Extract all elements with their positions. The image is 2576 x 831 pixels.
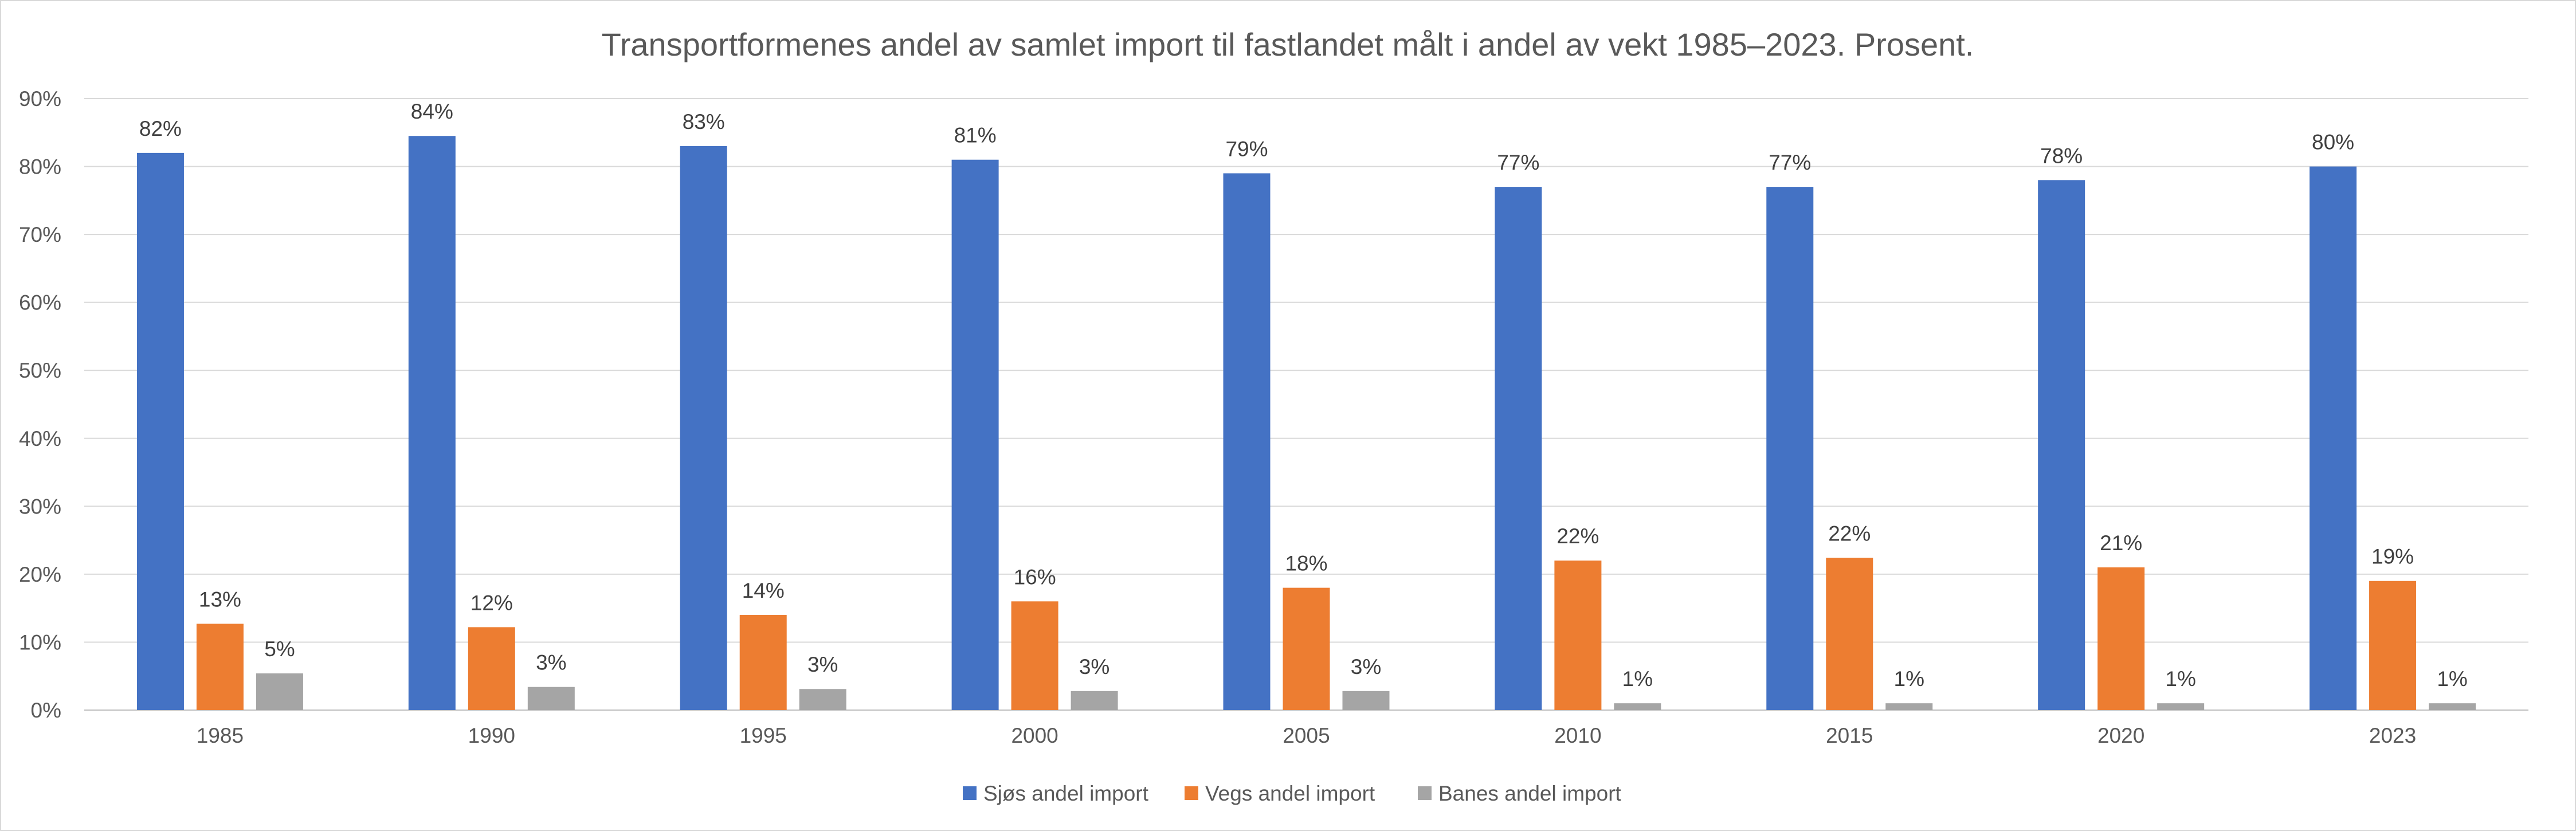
data-label: 81% — [954, 124, 997, 147]
data-label: 1% — [1894, 667, 1924, 691]
data-label: 16% — [1014, 565, 1056, 589]
y-tick-label: 10% — [19, 630, 61, 654]
bar — [1614, 703, 1661, 710]
bar — [527, 687, 575, 710]
data-label: 79% — [1225, 137, 1268, 160]
bar — [2157, 703, 2205, 710]
data-label: 1% — [1622, 667, 1653, 691]
data-label: 3% — [807, 653, 838, 676]
data-label: 3% — [1351, 655, 1381, 679]
data-label: 83% — [683, 110, 725, 134]
data-label: 3% — [1079, 655, 1109, 679]
x-tick-label: 2015 — [1826, 724, 1873, 747]
data-label: 14% — [742, 579, 785, 602]
data-label: 84% — [411, 100, 453, 123]
data-label: 22% — [1556, 524, 1599, 548]
bar — [256, 673, 303, 710]
y-axis-tick-labels: 0% 10% 20% 30% 40% 50% 60% 70% 80% 90% — [19, 87, 61, 722]
x-tick-label: 1995 — [740, 724, 787, 747]
data-label: 1% — [2437, 667, 2467, 691]
bar — [2038, 180, 2085, 710]
y-tick-label: 90% — [19, 87, 61, 111]
data-label: 21% — [2100, 531, 2142, 555]
y-tick-label: 20% — [19, 563, 61, 586]
x-tick-label: 1985 — [197, 724, 244, 747]
bar — [1283, 587, 1330, 710]
y-tick-label: 30% — [19, 495, 61, 518]
x-tick-label: 1990 — [468, 724, 515, 747]
y-tick-label: 40% — [19, 427, 61, 450]
data-label: 19% — [2371, 545, 2414, 569]
bar — [799, 689, 846, 710]
data-label: 82% — [139, 117, 182, 140]
bar — [951, 159, 999, 710]
legend: Sjøs andel import Vegs andel import Banes … — [963, 782, 1622, 805]
x-tick-label: 2023 — [2369, 724, 2416, 747]
bar — [2369, 581, 2417, 710]
data-label: 1% — [2165, 667, 2195, 691]
bar — [2310, 166, 2357, 710]
data-label: 77% — [1769, 151, 1811, 174]
bar — [1554, 560, 1602, 710]
bar — [1342, 691, 1390, 710]
data-label: 3% — [536, 651, 566, 675]
legend-label: Vegs andel import — [1205, 782, 1375, 805]
bar — [1223, 173, 1271, 710]
bar — [1011, 601, 1058, 710]
legend-label: Sjøs andel import — [983, 782, 1149, 805]
y-tick-label: 50% — [19, 359, 61, 382]
bar — [408, 136, 456, 710]
data-label: 80% — [2312, 131, 2354, 154]
data-label: 18% — [1285, 552, 1327, 575]
bar — [1766, 187, 1814, 711]
data-labels: 82% 13% 5% 84% 12% 3% 83% 14% 3% 81% 16% 3% 79% 18% 3%… — [139, 100, 2468, 691]
bar — [2097, 567, 2145, 710]
bar — [1885, 703, 1933, 710]
legend-swatch — [1418, 786, 1432, 800]
bar — [196, 624, 244, 710]
legend-swatch — [1185, 786, 1198, 800]
chart-title: Transportformenes andel av samlet import… — [602, 26, 1974, 62]
y-tick-label: 80% — [19, 155, 61, 179]
y-tick-label: 0% — [31, 699, 61, 722]
bar — [136, 152, 184, 710]
bar — [680, 146, 727, 710]
y-tick-label: 60% — [19, 291, 61, 315]
data-label: 13% — [199, 587, 241, 611]
data-label: 78% — [2040, 144, 2083, 167]
bar — [2429, 703, 2476, 710]
legend-label: Banes andel import — [1438, 782, 1622, 805]
data-label: 22% — [1828, 522, 1871, 545]
bar — [739, 615, 787, 710]
x-tick-label: 2010 — [1554, 724, 1601, 747]
data-label: 12% — [470, 591, 513, 614]
legend-swatch — [963, 786, 977, 800]
x-axis-tick-labels: 1985 1990 1995 2000 2005 2010 2015 2020 2023 — [197, 724, 2416, 747]
y-tick-label: 70% — [19, 223, 61, 246]
bar — [1826, 558, 1873, 710]
x-tick-label: 2000 — [1011, 724, 1058, 747]
bars — [136, 136, 2476, 711]
x-tick-label: 2020 — [2097, 724, 2144, 747]
data-label: 77% — [1497, 151, 1539, 174]
data-label: 5% — [264, 637, 295, 661]
bar — [1071, 691, 1118, 710]
x-tick-label: 2005 — [1283, 724, 1330, 747]
bar — [1495, 187, 1542, 711]
bar — [468, 627, 515, 710]
